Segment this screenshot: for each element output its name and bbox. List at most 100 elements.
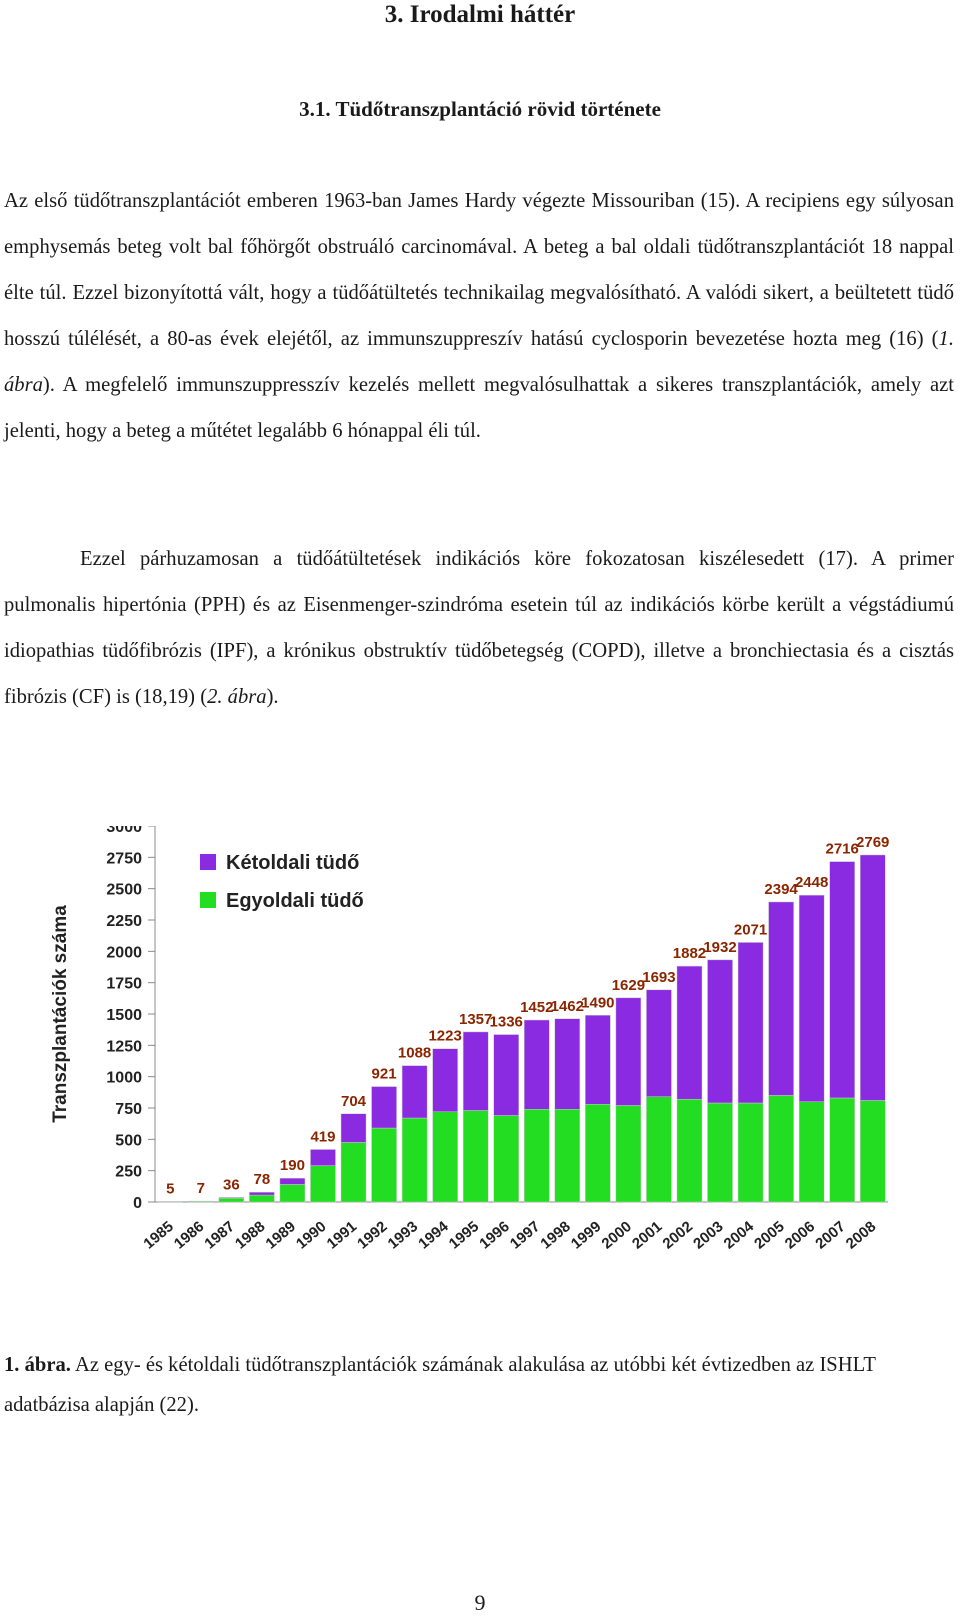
- caption-label: 1. ábra.: [4, 1354, 71, 1376]
- bar-single-1992: [371, 1127, 397, 1203]
- figure-caption: 1. ábra. Az egy- és kétoldali tüdőtransz…: [4, 1345, 954, 1425]
- data-label-1988: 78: [254, 1171, 271, 1188]
- bar-single-1999: [585, 1103, 611, 1203]
- y-tick-label: 750: [115, 1101, 142, 1118]
- x-tick-label-1987: 1987: [201, 1218, 237, 1252]
- x-tick-label-2002: 2002: [660, 1218, 696, 1252]
- x-tick-label-1995: 1995: [446, 1218, 482, 1252]
- bar-single-2004: [737, 1102, 764, 1203]
- bar-double-1998: [554, 1018, 581, 1110]
- y-tick-label: 2500: [106, 882, 142, 899]
- data-label-1986: 7: [197, 1180, 205, 1197]
- bar-single-2002: [676, 1098, 703, 1203]
- y-tick-label: 1500: [106, 1007, 142, 1024]
- x-tick-label-1994: 1994: [415, 1218, 452, 1253]
- y-tick-label: 0: [133, 1195, 142, 1212]
- bar-double-1993: [401, 1065, 428, 1119]
- x-tick-label-1993: 1993: [385, 1218, 421, 1252]
- paragraph-1: Az első tüdőtranszplantációt emberen 196…: [4, 190, 954, 442]
- bar-double-1988: [249, 1191, 275, 1196]
- bar-single-1987: [218, 1197, 245, 1203]
- x-tick-label-2006: 2006: [782, 1218, 818, 1252]
- data-label-1989: 190: [280, 1157, 305, 1174]
- x-tick-label-1986: 1986: [171, 1218, 207, 1252]
- data-label-1994: 1223: [428, 1028, 461, 1045]
- bar-single-1990: [310, 1165, 336, 1203]
- x-tick-label-1990: 1990: [293, 1218, 329, 1252]
- paragraph-2: Ezzel párhuzamosan a tüdőátültetések ind…: [4, 548, 954, 708]
- legend-swatch: [200, 854, 216, 870]
- data-label-1996: 1336: [490, 1014, 523, 1031]
- bar-single-2008: [859, 1100, 886, 1203]
- bar-double-1989: [279, 1177, 306, 1185]
- bar-single-1989: [279, 1184, 306, 1203]
- bar-single-1995: [462, 1110, 489, 1203]
- page-number: 9: [474, 1590, 486, 1615]
- x-tick-label-2003: 2003: [690, 1218, 726, 1252]
- data-label-2005: 2394: [764, 881, 798, 898]
- bar-single-1993: [401, 1117, 428, 1203]
- y-tick-label: 250: [115, 1164, 142, 1181]
- data-label-1997: 1452: [520, 999, 553, 1016]
- figure-reference-2: 2. ábra: [207, 686, 267, 708]
- x-tick-label-2004: 2004: [721, 1218, 758, 1253]
- x-tick-label-1988: 1988: [232, 1218, 268, 1252]
- bar-double-2003: [707, 959, 733, 1104]
- data-label-2006: 2448: [795, 874, 828, 891]
- x-tick-label-2007: 2007: [812, 1218, 848, 1252]
- bar-double-1991: [340, 1113, 367, 1143]
- data-label-1993: 1088: [398, 1045, 431, 1062]
- data-label-2001: 1693: [642, 969, 675, 986]
- y-tick-label: 2750: [106, 850, 142, 867]
- data-label-1991: 704: [341, 1093, 367, 1110]
- data-label-1995: 1357: [459, 1011, 492, 1028]
- bar-double-2007: [829, 861, 855, 1099]
- bar-single-2001: [646, 1096, 672, 1203]
- bar-double-1990: [310, 1149, 336, 1166]
- bar-double-2001: [646, 989, 672, 1097]
- bar-double-1996: [493, 1034, 520, 1116]
- bar-double-1992: [371, 1086, 397, 1129]
- x-tick-label-2001: 2001: [629, 1218, 665, 1252]
- bar-double-1997: [523, 1019, 550, 1110]
- data-label-2007: 2716: [826, 841, 859, 858]
- bar-single-1991: [340, 1142, 367, 1203]
- bar-double-2002: [676, 965, 703, 1100]
- bar-single-1997: [523, 1109, 550, 1203]
- x-tick-label-1998: 1998: [537, 1218, 573, 1252]
- x-tick-label-2008: 2008: [843, 1218, 879, 1252]
- x-tick-label-1991: 1991: [324, 1218, 360, 1252]
- section-heading: 3. Irodalmi háttér: [384, 1, 576, 28]
- transplant-bar-chart: Transzplantációk száma 0 250 500 750 1000 1250…: [50, 826, 889, 1253]
- x-tick-label-2000: 2000: [598, 1218, 634, 1252]
- bar-double-2000: [615, 997, 642, 1106]
- bar-single-1996: [493, 1115, 520, 1203]
- subsection-heading: 3.1. Tüdőtranszplantáció rövid története: [299, 97, 661, 121]
- caption-text: Az egy- és kétoldali tüdőtranszplantáció…: [4, 1354, 876, 1416]
- bar-double-2008: [859, 854, 886, 1101]
- bar-single-1994: [432, 1111, 458, 1203]
- bar-double-1995: [462, 1031, 489, 1111]
- bar-single-2006: [798, 1101, 825, 1203]
- bar-single-2003: [707, 1102, 733, 1203]
- x-tick-label-2005: 2005: [751, 1218, 787, 1252]
- y-axis-title: Transzplantációk száma: [50, 905, 71, 1123]
- legend-entry: Egyoldali tüdő: [226, 890, 364, 912]
- bar-single-2000: [615, 1105, 642, 1203]
- bar-double-1987: [218, 1197, 245, 1199]
- bar-double-2006: [798, 894, 825, 1102]
- y-tick-label: 2000: [106, 944, 142, 961]
- data-label-2008: 2769: [856, 834, 889, 851]
- legend-swatch: [200, 892, 216, 908]
- y-tick-label: 1000: [106, 1070, 142, 1087]
- data-label-2003: 1932: [703, 939, 736, 956]
- x-tick-label-1992: 1992: [354, 1218, 390, 1252]
- x-tick-label-1989: 1989: [263, 1218, 299, 1252]
- bar-single-1998: [554, 1109, 581, 1203]
- bar-double-1994: [432, 1048, 458, 1113]
- x-tick-label-1997: 1997: [507, 1218, 543, 1252]
- data-label-1987: 36: [223, 1176, 240, 1193]
- x-tick-label-1985: 1985: [140, 1218, 176, 1252]
- data-label-1992: 921: [372, 1066, 397, 1083]
- data-label-1990: 419: [310, 1128, 335, 1145]
